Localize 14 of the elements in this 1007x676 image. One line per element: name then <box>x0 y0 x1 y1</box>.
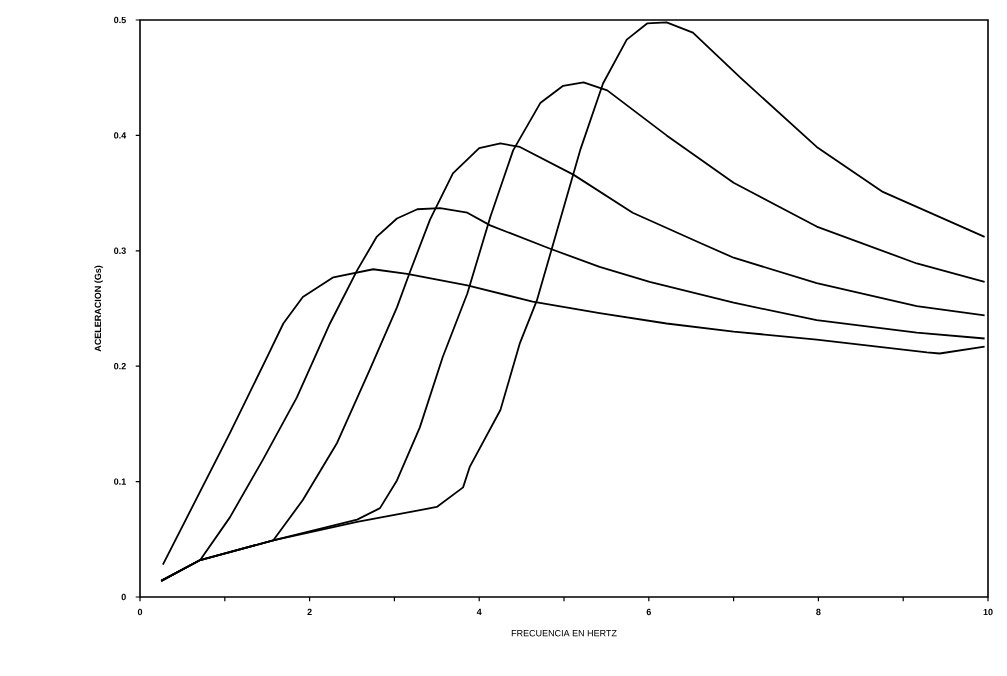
x-tick-label: 6 <box>646 608 651 616</box>
y-tick-label: 0 <box>121 593 126 601</box>
y-tick-label: 0.2 <box>114 363 126 370</box>
y-tick-label: 0.1 <box>114 478 126 485</box>
y-axis-title: ACELERACION (Gs) <box>94 265 103 352</box>
x-tick-label: 10 <box>983 608 993 616</box>
y-tick-label: 0.4 <box>114 132 127 139</box>
x-tick-label: 0 <box>137 608 143 616</box>
y-tick-label: 0.5 <box>114 16 126 24</box>
x-axis-title: FRECUENCIA EN HERTZ <box>511 630 617 637</box>
x-tick-label: 8 <box>816 608 821 616</box>
x-tick-label: 2 <box>307 608 312 616</box>
x-tick-label: 4 <box>476 608 482 615</box>
y-tick-label: 0.3 <box>114 247 126 254</box>
